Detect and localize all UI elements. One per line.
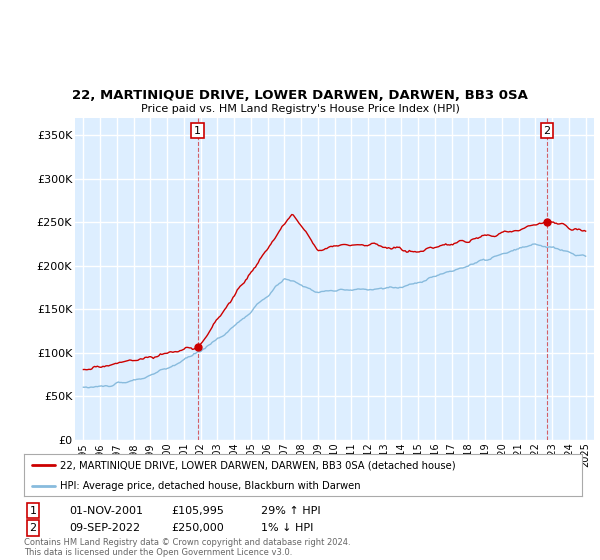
Text: 1: 1 <box>29 506 37 516</box>
Text: 2: 2 <box>544 125 551 136</box>
Text: 22, MARTINIQUE DRIVE, LOWER DARWEN, DARWEN, BB3 0SA: 22, MARTINIQUE DRIVE, LOWER DARWEN, DARW… <box>72 90 528 102</box>
Text: Price paid vs. HM Land Registry's House Price Index (HPI): Price paid vs. HM Land Registry's House … <box>140 104 460 114</box>
Text: Contains HM Land Registry data © Crown copyright and database right 2024.
This d: Contains HM Land Registry data © Crown c… <box>24 538 350 557</box>
Text: 1: 1 <box>194 125 201 136</box>
Text: 2: 2 <box>29 523 37 533</box>
Text: 01-NOV-2001: 01-NOV-2001 <box>69 506 143 516</box>
Text: HPI: Average price, detached house, Blackburn with Darwen: HPI: Average price, detached house, Blac… <box>60 482 361 491</box>
Text: 1% ↓ HPI: 1% ↓ HPI <box>261 523 313 533</box>
Text: 22, MARTINIQUE DRIVE, LOWER DARWEN, DARWEN, BB3 0SA (detached house): 22, MARTINIQUE DRIVE, LOWER DARWEN, DARW… <box>60 460 456 470</box>
Text: £105,995: £105,995 <box>171 506 224 516</box>
Text: 29% ↑ HPI: 29% ↑ HPI <box>261 506 320 516</box>
Text: 09-SEP-2022: 09-SEP-2022 <box>69 523 140 533</box>
Text: £250,000: £250,000 <box>171 523 224 533</box>
